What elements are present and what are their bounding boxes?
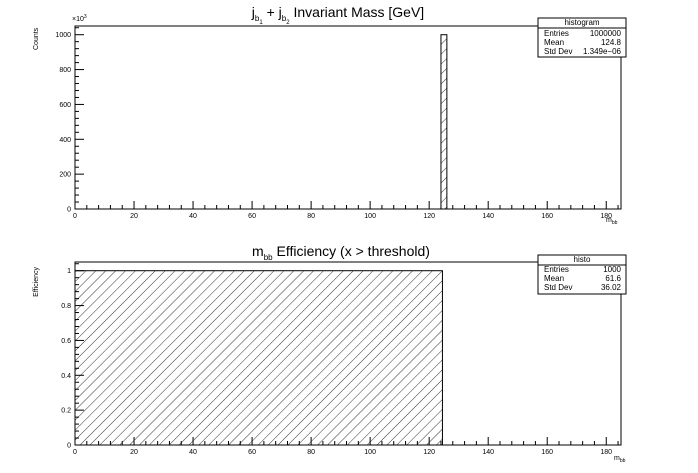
- bottom-x-tick-label: 140: [482, 449, 494, 456]
- bottom-x-tick-label: 100: [364, 449, 376, 456]
- bottom-y-tick-label: 0.4: [61, 373, 71, 380]
- top-x-tick-label: 0: [73, 213, 77, 220]
- bottom-stats-name: histo: [574, 255, 591, 264]
- top-stats-value-entries: 1000000: [590, 29, 622, 38]
- bottom-x-tick-label: 60: [248, 449, 256, 456]
- top-y-tick-label: 600: [59, 102, 71, 109]
- bottom-y-tick-label: 0.2: [61, 408, 71, 415]
- top-x-tick-label: 160: [541, 213, 553, 220]
- bottom-x-tick-label: 160: [541, 449, 553, 456]
- top-stats-label-mean: Mean: [544, 38, 564, 47]
- top-y-multiplier: ×103: [72, 14, 87, 23]
- top-y-tick-label: 400: [59, 137, 71, 144]
- top-frame: [74, 25, 622, 210]
- top-x-tick-label: 180: [600, 213, 612, 220]
- top-y-axis-label: Counts: [33, 27, 40, 50]
- bottom-stats-value-mean: 61.6: [605, 274, 621, 283]
- bottom-stats-label-entries: Entries: [544, 265, 569, 274]
- top-x-tick-label: 120: [423, 213, 435, 220]
- top-stats-value-mean: 124.8: [601, 38, 622, 47]
- top-y-tick-label: 800: [59, 67, 71, 74]
- bottom-stats-box: histo Entries 1000 Mean 61.6 Std Dev 36.…: [537, 254, 627, 295]
- bottom-x-axis-label: mbb: [614, 455, 626, 464]
- top-y-tick-label: 0: [67, 207, 71, 214]
- top-stats-label-entries: Entries: [544, 29, 569, 38]
- top-x-axis-label: mbb: [606, 217, 618, 226]
- bottom-y-axis-label: Efficiency: [33, 267, 40, 297]
- top-stats-name: histogram: [564, 18, 599, 27]
- top-y-tick-label: 200: [59, 172, 71, 179]
- top-x-tick-label: 60: [248, 213, 256, 220]
- top-x-tick-label: 80: [307, 213, 315, 220]
- bottom-panel: mbb Efficiency (x > threshold) Efficienc…: [33, 243, 627, 464]
- top-panel: jb1 + jb2 Invariant Mass [GeV] Counts ×1…: [33, 4, 627, 226]
- bottom-bar-0: [74, 270, 443, 446]
- bottom-stats-label-mean: Mean: [544, 274, 564, 283]
- bottom-stats-value-entries: 1000: [603, 265, 621, 274]
- top-bar-0: [440, 34, 448, 210]
- top-x-tick-label: 100: [364, 213, 376, 220]
- top-y-tick-label: 1000: [55, 32, 71, 39]
- bottom-stats-label-stddev: Std Dev: [544, 283, 572, 292]
- bottom-x-tick-label: 80: [307, 449, 315, 456]
- bottom-x-tick-label: 40: [189, 449, 197, 456]
- bottom-y-tick-label: 0.6: [61, 338, 71, 345]
- top-stats-box: histogram Entries 1000000 Mean 124.8 Std…: [537, 17, 627, 58]
- top-plot-area: 0 20 40 60 80 100 120 140 160 180 0 200 400 600 800 100…: [55, 25, 622, 220]
- top-chart-title: jb1 + jb2 Invariant Mass [GeV]: [251, 4, 424, 26]
- bottom-x-tick-label: 20: [130, 449, 138, 456]
- top-x-tick-label: 140: [482, 213, 494, 220]
- bottom-x-tick-label: 180: [600, 449, 612, 456]
- bottom-y-tick-label: 0: [67, 443, 71, 450]
- bottom-y-tick-label: 0.8: [61, 303, 71, 310]
- bottom-chart-title: mbb Efficiency (x > threshold): [252, 243, 430, 262]
- bottom-plot-area: 0 20 40 60 80 100 120 140 160 180 0 0.2 0.4 0.6 0.8 1: [61, 261, 622, 456]
- top-stats-label-stddev: Std Dev: [544, 47, 572, 56]
- top-x-tick-label: 40: [189, 213, 197, 220]
- top-x-tick-label: 20: [130, 213, 138, 220]
- bottom-y-tick-label: 1: [67, 268, 71, 275]
- bottom-stats-value-stddev: 36.02: [601, 283, 622, 292]
- bottom-x-tick-label: 120: [423, 449, 435, 456]
- top-stats-value-stddev: 1.349e−06: [583, 47, 622, 56]
- bottom-x-tick-label: 0: [73, 449, 77, 456]
